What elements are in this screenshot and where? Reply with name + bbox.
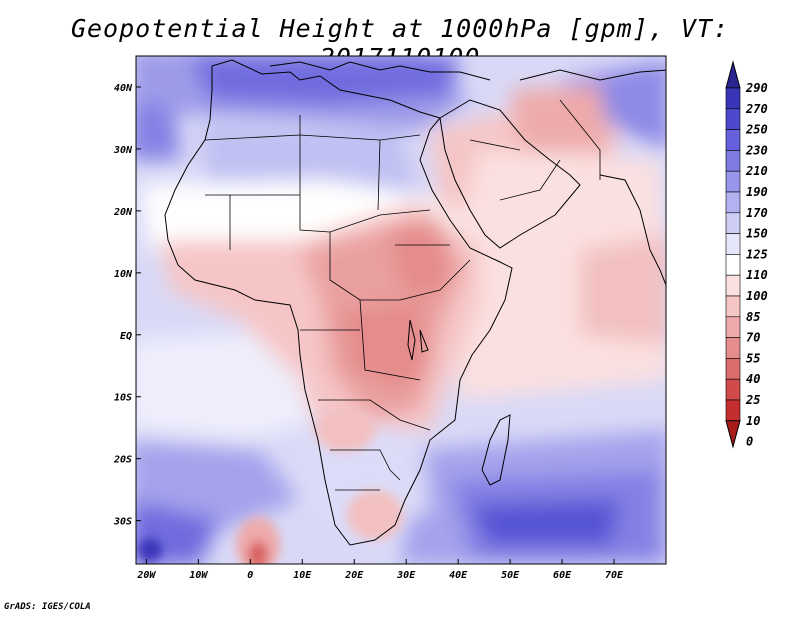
colorbar: 2902702502302101901701501251101008570554… [725, 60, 768, 449]
lakes [407, 319, 429, 361]
europe-coastline [269, 61, 491, 81]
border [469, 139, 521, 151]
colorbar-label: 10 [746, 414, 760, 428]
lon-label: 50E [501, 570, 520, 581]
colorbar-top-arrow [725, 60, 741, 89]
border [329, 232, 471, 301]
border [359, 299, 421, 381]
colorbar-swatch [725, 274, 741, 297]
grads-credit: GrADS: IGES/COLA [4, 602, 91, 612]
lat-label: 30S [113, 517, 132, 528]
colorbar-label: 70 [746, 331, 760, 345]
colorbar-label: 25 [745, 393, 760, 407]
colorbar-swatch [725, 378, 741, 401]
coastlines [164, 59, 666, 546]
colorbar-label: 270 [745, 102, 768, 116]
colorbar-swatch [725, 295, 741, 318]
colorbar-swatch [725, 108, 741, 130]
longitude-labels: 20W 10W 0 10E 20E 30E 40E 50E 60E 70E [136, 559, 624, 581]
colorbar-swatch [725, 87, 741, 110]
colorbar-label: 55 [746, 351, 760, 365]
lon-label: 60E [553, 570, 572, 581]
colorbar-swatch [725, 358, 741, 380]
colorbar-label: 250 [745, 123, 768, 137]
colorbar-swatch [725, 150, 741, 172]
border [499, 159, 561, 201]
colorbar-label: 190 [746, 185, 768, 199]
lat-label: 20S [113, 455, 132, 466]
lat-label: 10S [114, 393, 132, 404]
madagascar-coastline [481, 414, 511, 486]
colorbar-swatch [725, 191, 741, 214]
lon-label: 70E [605, 570, 624, 581]
map-frame [135, 55, 667, 565]
height-field [136, 56, 666, 564]
lat-label: 40N [114, 83, 133, 94]
colorbar-label: 40 [746, 372, 760, 386]
lat-label: EQ [120, 331, 132, 342]
lon-label: 10W [189, 570, 208, 581]
lon-label: 20E [344, 570, 364, 581]
colorbar-label: 230 [745, 143, 768, 157]
asia-coastline [519, 69, 666, 81]
colorbar-label: 85 [746, 310, 760, 324]
border [377, 139, 381, 211]
lon-label: 20W [136, 570, 156, 581]
colorbar-label: 125 [746, 247, 768, 261]
colorbar-label: 150 [746, 227, 768, 241]
colorbar-swatch [725, 170, 741, 193]
colorbar-swatch [725, 212, 741, 234]
colorbar-swatch [725, 337, 741, 359]
colorbar-label: 110 [746, 268, 768, 282]
colorbar-label: 210 [745, 164, 768, 178]
colorbar-label: 290 [745, 81, 768, 95]
lat-label: 30N [113, 145, 133, 156]
colorbar-swatch [725, 233, 741, 255]
lon-label: 10E [293, 570, 312, 581]
india-coastline [599, 174, 666, 287]
arabia-coastline [439, 99, 581, 249]
border [204, 134, 421, 141]
border [318, 399, 431, 431]
lat-label: 10N [114, 269, 133, 280]
colorbar-swatch [725, 399, 741, 422]
lon-label: 0 [247, 570, 253, 581]
colorbar-swatch [725, 129, 741, 151]
colorbar-label: 100 [746, 289, 768, 303]
lon-label: 30E [396, 570, 416, 581]
colorbar-bottom-arrow [725, 420, 741, 449]
lon-label: 40E [449, 570, 468, 581]
country-borders [204, 99, 601, 491]
colorbar-label: 0 [746, 435, 753, 449]
colorbar-swatch [725, 316, 741, 338]
africa-coastline [164, 59, 513, 546]
latitude-labels: 40N 30N 20N 10N EQ 10S 20S 30S [113, 83, 141, 528]
colorbar-swatch [725, 254, 741, 276]
border [330, 449, 401, 481]
colorbar-label: 170 [746, 206, 768, 220]
border [559, 99, 601, 180]
lat-label: 20N [113, 207, 133, 218]
